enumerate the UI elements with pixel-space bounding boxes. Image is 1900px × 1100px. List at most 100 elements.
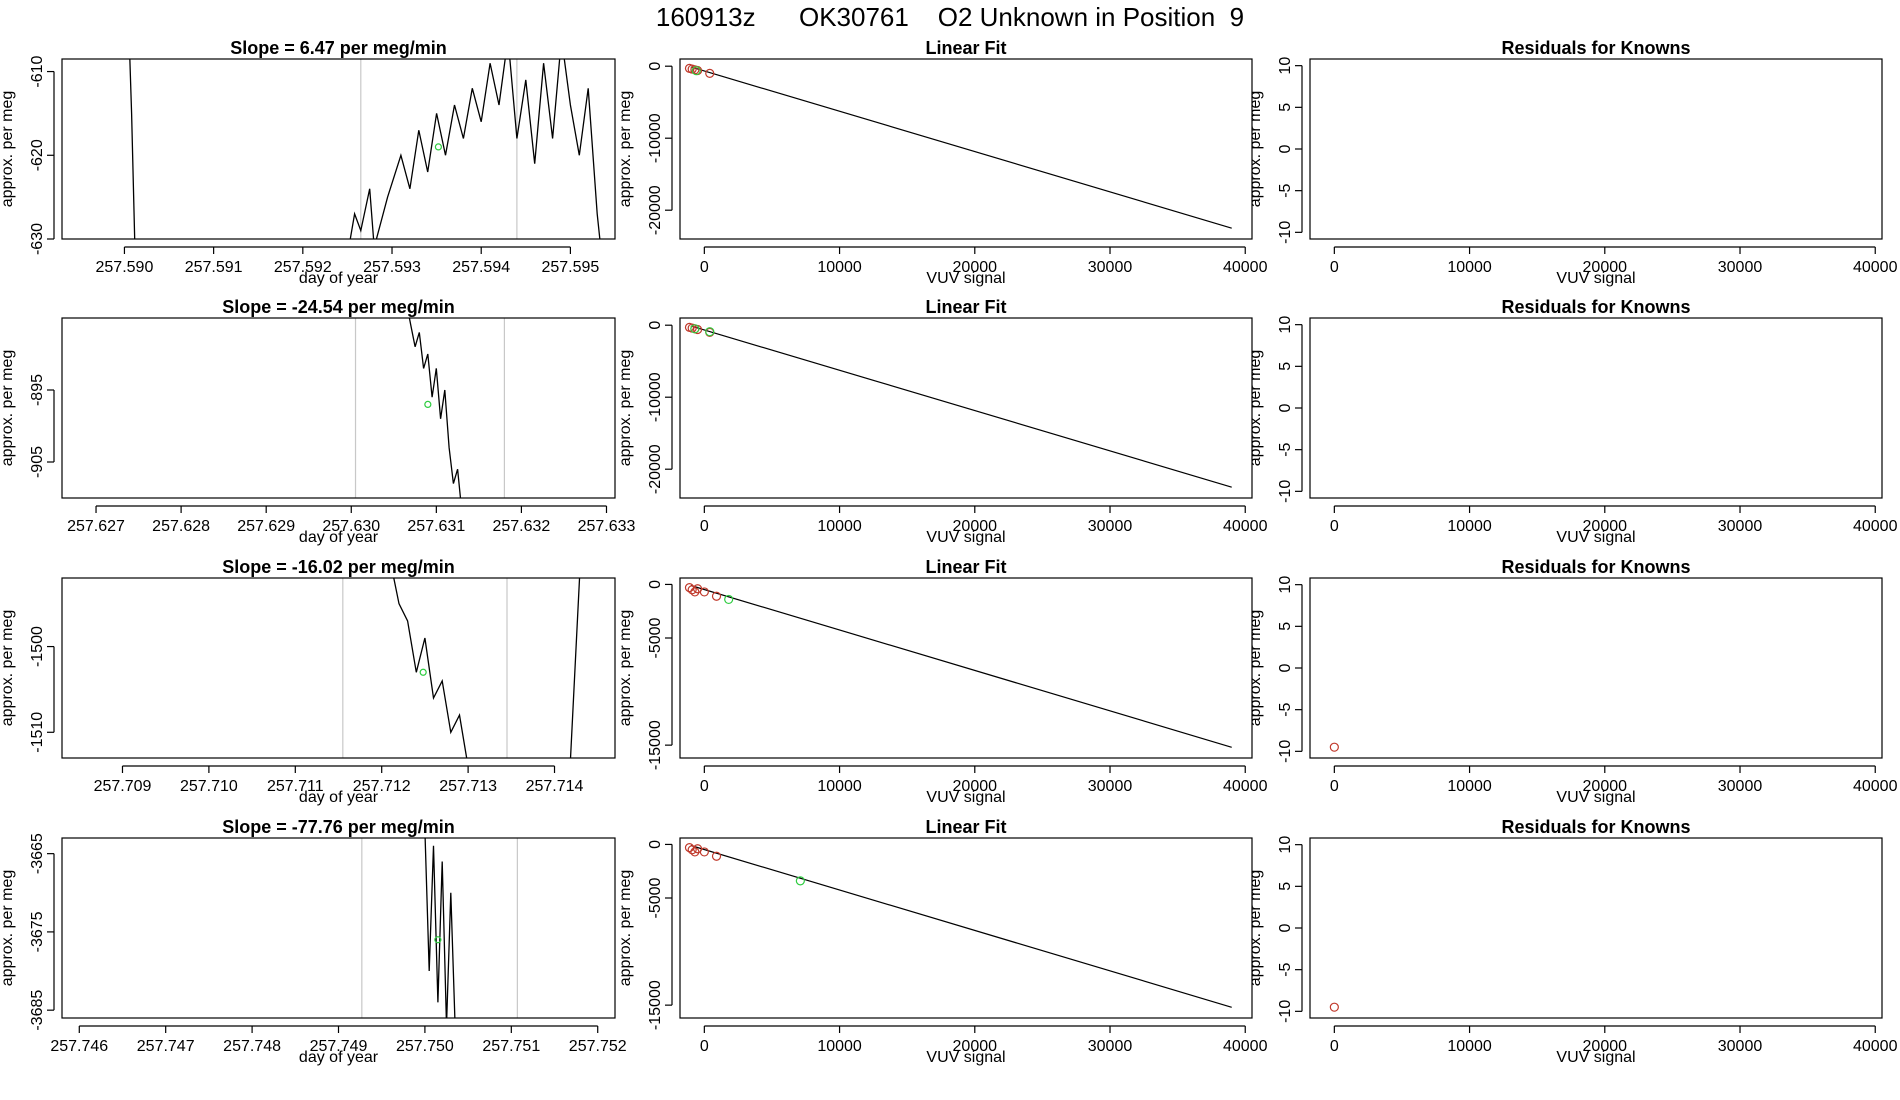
x-tick-label: 40000	[1853, 1038, 1898, 1055]
y-tick-label: -3685	[29, 990, 46, 1031]
x-tick-label: 257.747	[137, 1038, 195, 1055]
x-tick-label: 20000	[1583, 778, 1628, 795]
y-tick-label: -3665	[29, 833, 46, 874]
x-tick-label: 40000	[1853, 778, 1898, 795]
y-tick-label: -10000	[647, 372, 664, 422]
known-point	[711, 851, 722, 861]
x-tick-label: 20000	[1583, 518, 1628, 535]
x-tick-label: 40000	[1853, 259, 1898, 276]
series-line	[129, 59, 601, 239]
series-line	[408, 318, 462, 498]
x-tick-label: 257.629	[237, 518, 295, 535]
x-tick-label: 20000	[953, 1038, 998, 1055]
x-tick-label: 0	[700, 1038, 709, 1055]
plot-frame	[1309, 317, 1883, 499]
x-tick-label: 40000	[1223, 1038, 1268, 1055]
y-tick-label: 5	[1277, 362, 1294, 371]
x-tick-label: 0	[700, 259, 709, 276]
y-tick-label: 10	[1277, 316, 1294, 334]
y-tick-label: 0	[647, 321, 664, 330]
panel-title: Linear Fit	[925, 297, 1006, 317]
x-tick-label: 30000	[1718, 518, 1763, 535]
x-tick-label: 257.590	[96, 259, 154, 276]
panel-2: Slope = -24.54 per meg/min 257.627 257.628…	[0, 297, 636, 546]
unknown-marker	[434, 936, 442, 944]
x-axis-label: VUV signal	[1556, 270, 1635, 287]
plot-frame	[679, 577, 1253, 759]
plot-area	[1329, 1002, 1339, 1012]
x-axis-label: VUV signal	[926, 270, 1005, 287]
y-axis-label: approx. per meg	[1247, 350, 1264, 467]
panel-7: Linear Fit 0 10000 20000 30000 40000 VUV signa…	[617, 557, 1268, 806]
y-tick-label: -20000	[647, 444, 664, 494]
x-axis-label: VUV signal	[1556, 789, 1635, 806]
x-tick-label: 257.713	[439, 778, 497, 795]
unknown-point	[690, 324, 700, 334]
x-tick-label: 0	[1330, 1038, 1339, 1055]
known-point	[699, 587, 709, 597]
panel-title: Linear Fit	[925, 557, 1006, 577]
x-tick-label: 257.591	[185, 259, 243, 276]
plot-frame	[1309, 58, 1883, 240]
unknown-point	[705, 327, 715, 337]
y-tick-label: -1510	[29, 712, 46, 753]
x-tick-label: 20000	[953, 518, 998, 535]
x-tick-label: 10000	[1447, 518, 1492, 535]
x-tick-label: 257.632	[492, 518, 550, 535]
panel-title: Slope = -77.76 per meg/min	[222, 817, 455, 837]
panel-title: Linear Fit	[925, 817, 1006, 837]
x-tick-label: 20000	[953, 259, 998, 276]
y-axis-label: approx. per meg	[0, 870, 16, 987]
x-tick-label: 30000	[1718, 778, 1763, 795]
x-tick-label: 30000	[1718, 1038, 1763, 1055]
y-tick-label: 10	[1277, 836, 1294, 854]
x-tick-label: 257.746	[50, 1038, 108, 1055]
y-tick-label: 0	[1277, 663, 1294, 672]
plot-area	[408, 318, 462, 498]
x-tick-label: 30000	[1088, 518, 1133, 535]
x-axis-label: VUV signal	[926, 789, 1005, 806]
y-tick-label: -1500	[29, 626, 46, 667]
x-tick-label: 20000	[1583, 1038, 1628, 1055]
x-tick-label: 257.628	[152, 518, 210, 535]
y-axis-label: approx. per meg	[617, 610, 634, 727]
y-tick-label: -15000	[647, 980, 664, 1030]
x-tick-label: 30000	[1088, 1038, 1133, 1055]
plot-area	[1329, 742, 1339, 752]
x-axis-label: day of year	[299, 789, 379, 806]
unknown-marker	[419, 668, 427, 676]
plot-frame	[679, 837, 1253, 1019]
known-point	[1329, 742, 1339, 752]
x-tick-label: 257.592	[274, 259, 332, 276]
y-tick-label: 0	[1277, 403, 1294, 412]
unknown-point	[724, 594, 734, 605]
x-tick-label: 0	[1330, 259, 1339, 276]
x-tick-label: 20000	[1583, 259, 1628, 276]
x-tick-label: 10000	[817, 259, 862, 276]
plot-area	[393, 578, 581, 758]
x-tick-label: 257.751	[482, 1038, 540, 1055]
x-tick-label: 257.749	[310, 1038, 368, 1055]
x-tick-label: 257.750	[396, 1038, 454, 1055]
panel-6: Linear Fit 0 10000 20000 30000 40000 VUV signa…	[617, 297, 1268, 546]
fit-line	[690, 844, 1232, 1008]
x-tick-label: 257.710	[180, 778, 238, 795]
y-tick-label: -10	[1277, 221, 1294, 244]
panel-4: Slope = -77.76 per meg/min 257.746 257.747…	[0, 817, 627, 1066]
x-tick-label: 257.630	[322, 518, 380, 535]
panel-11: Residuals for Knowns 0 10000 20000 30000 4000…	[1247, 557, 1898, 806]
plot-area	[129, 59, 601, 239]
y-tick-label: 5	[1277, 882, 1294, 891]
known-point	[690, 847, 700, 857]
fit-line	[690, 325, 1232, 488]
y-tick-label: 0	[1277, 923, 1294, 932]
x-tick-label: 10000	[1447, 778, 1492, 795]
y-tick-label: -5	[1277, 962, 1294, 976]
x-tick-label: 20000	[953, 778, 998, 795]
y-tick-label: 10	[1277, 576, 1294, 594]
x-tick-label: 40000	[1223, 259, 1268, 276]
known-point	[711, 591, 722, 601]
x-tick-label: 10000	[1447, 259, 1492, 276]
x-tick-label: 257.627	[67, 518, 125, 535]
